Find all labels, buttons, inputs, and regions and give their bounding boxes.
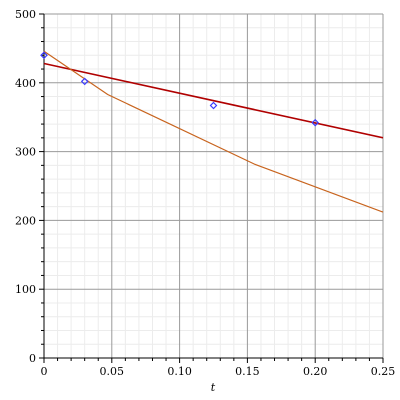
major-grid bbox=[44, 13, 384, 358]
series-layer bbox=[40, 50, 384, 213]
minor-grid bbox=[44, 14, 383, 358]
y-tick-label: 500 bbox=[15, 8, 36, 21]
data-point-marker bbox=[40, 51, 48, 60]
y-tick-label: 0 bbox=[29, 352, 36, 365]
y-tick-label: 200 bbox=[15, 214, 36, 227]
series-line-0 bbox=[43, 62, 384, 139]
x-axis-label: t bbox=[211, 381, 216, 394]
x-tick-label: 0 bbox=[41, 365, 48, 378]
y-tick-label: 100 bbox=[15, 283, 36, 296]
series-line-1 bbox=[43, 50, 384, 213]
y-tick-label: 300 bbox=[15, 146, 36, 159]
x-tick-label: 0.20 bbox=[303, 365, 328, 378]
x-tick-label: 0.25 bbox=[371, 365, 396, 378]
y-tick-label: 400 bbox=[15, 77, 36, 90]
tick-labels: 0 0.05 0.10 0.15 0.20 0.25 0 100 200 300 400 500 bbox=[15, 8, 395, 378]
x-tick-label: 0.15 bbox=[235, 365, 260, 378]
data-point-marker bbox=[80, 77, 89, 86]
x-tick-label: 0.10 bbox=[167, 365, 192, 378]
x-tick-label: 0.05 bbox=[100, 365, 125, 378]
data-point-marker bbox=[209, 101, 218, 110]
data-point-marker bbox=[311, 118, 320, 127]
axes bbox=[39, 13, 384, 363]
